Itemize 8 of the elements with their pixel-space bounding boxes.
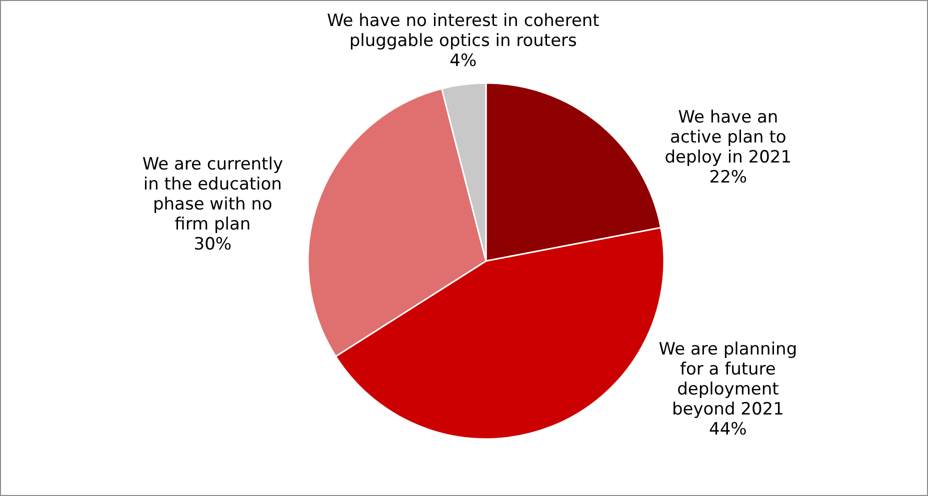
- data-label: 30%: [194, 234, 232, 255]
- slice-label: We have an active plan to deploy in 2021: [664, 107, 792, 168]
- data-label: 22%: [709, 167, 748, 188]
- data-label: 44%: [709, 419, 747, 440]
- data-label: 4%: [450, 51, 477, 71]
- slice-label: We are currently in the education phase with no firm plan: [142, 154, 284, 235]
- slice-label: We are planning for a future deployment beyond 2021: [658, 339, 798, 420]
- slice-label: We have no interest in coherent pluggable optics in routers: [326, 11, 600, 51]
